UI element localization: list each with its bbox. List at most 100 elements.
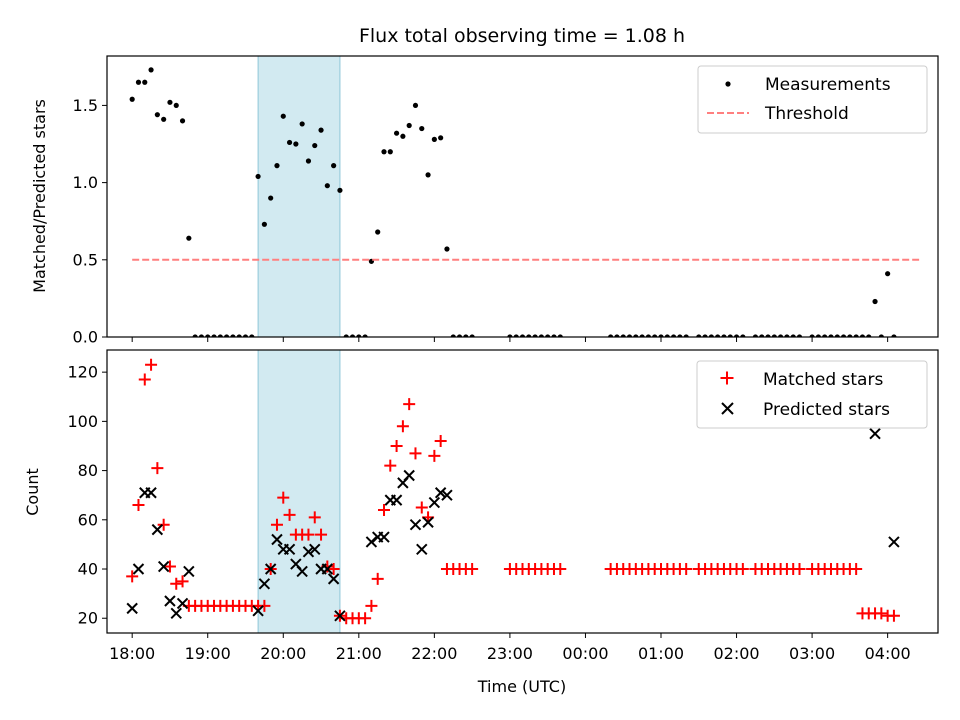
measurement-point [381, 149, 387, 155]
matched-stars-point [176, 575, 189, 588]
top-legend: Measurements Threshold [697, 65, 928, 134]
measurement-point [456, 334, 463, 337]
measurement-point [752, 334, 759, 337]
measurement-point [280, 113, 286, 119]
matched-stars-point [359, 612, 372, 625]
predicted-stars-point [264, 563, 277, 575]
predicted-stars-point [126, 602, 138, 615]
measurement-point [438, 135, 444, 141]
measurement-point [526, 334, 532, 337]
matched-stars-point [365, 599, 378, 612]
bottom-panel: 20 40 60 80 100 120 18:00 19:00 20:00 21:00 22:00… [23, 349, 939, 696]
matched-stars-point [157, 518, 170, 531]
measurement-point [299, 121, 305, 127]
matched-stars-point [258, 599, 271, 612]
measurement-point [186, 235, 192, 241]
predicted-stars-point [869, 427, 881, 440]
bottom-highlight-span [257, 350, 341, 633]
x-tick-label: 23:00 [487, 644, 533, 663]
predicted-stars-point [151, 523, 164, 536]
measurement-point [255, 173, 261, 180]
measurement-point [670, 334, 677, 337]
bottom-x-axis-ticks: 18:00 19:00 20:00 21:00 22:00 23:00 00:00 01:00… [109, 633, 911, 663]
measurement-point [469, 334, 475, 337]
measurement-point [148, 67, 154, 73]
predicted-stars-point [164, 595, 176, 607]
x-tick-label: 04:00 [865, 644, 911, 663]
measurement-point [765, 334, 771, 337]
predicted-stars-point [309, 543, 321, 556]
predicted-stars-point [888, 536, 900, 548]
bottom-y-tick-label: 60 [78, 510, 98, 529]
measurement-point [790, 334, 796, 337]
predicted-stars-point [334, 610, 346, 622]
measurement-point [796, 334, 803, 337]
matched-stars-point [736, 563, 749, 576]
measurement-point [733, 334, 740, 337]
measurement-point [400, 133, 406, 139]
bottom-y-tick-label: 40 [78, 560, 98, 579]
measurement-point [683, 334, 689, 337]
predicted-stars-point [321, 563, 334, 575]
measurement-point [727, 334, 733, 337]
measurement-point [513, 334, 519, 337]
measurement-point [312, 142, 318, 149]
legend-matched-marker [720, 371, 734, 385]
measurement-point [331, 163, 337, 169]
x-tick-label: 03:00 [789, 644, 835, 663]
measurement-point [626, 334, 633, 337]
measurement-point [664, 334, 670, 337]
matched-stars-point [434, 435, 447, 448]
measurement-point [872, 298, 878, 305]
measurement-point [532, 334, 538, 337]
measurement-point [179, 118, 186, 124]
predicted-stars-point [252, 605, 264, 617]
bottom-y-tick-label: 80 [78, 461, 98, 480]
chart-title: Flux total observing time = 1.08 h [359, 25, 685, 47]
measurement-point [740, 334, 746, 337]
measurement-point [242, 334, 249, 337]
matched-stars-point [409, 447, 422, 460]
predicted-stars-point [390, 494, 403, 506]
matched-stars-point [403, 398, 416, 411]
matched-stars-point [466, 563, 479, 576]
measurement-point [639, 334, 645, 337]
matched-stars-point [384, 459, 397, 472]
measurement-point [236, 334, 242, 337]
matched-stars-point [887, 609, 900, 622]
measurement-point [645, 334, 652, 337]
x-tick-label: 01:00 [638, 644, 684, 663]
measurement-point [135, 79, 142, 85]
predicted-stars-point [145, 487, 157, 499]
matched-stars-point [132, 499, 145, 512]
x-tick-label: 20:00 [260, 644, 306, 663]
top-y-axis-ticks: 0.0 0.5 1.0 1.5 [73, 96, 107, 347]
measurement-point [519, 334, 526, 337]
bottom-y-tick-label: 100 [67, 412, 98, 431]
bottom-y-axis-label: Count [23, 468, 42, 516]
measurement-point [387, 149, 393, 155]
predicted-stars-point [434, 487, 447, 499]
predicted-stars-point [283, 543, 296, 556]
bottom-y-tick-label: 120 [67, 363, 98, 382]
measurement-point [721, 334, 727, 337]
matched-stars-point [680, 563, 693, 576]
matched-stars-point [126, 570, 139, 583]
measurement-point [847, 334, 853, 337]
measurement-point [274, 163, 280, 169]
matched-stars-point [145, 358, 158, 371]
measurement-point [173, 102, 179, 109]
measurement-point [677, 334, 683, 337]
matched-stars-point [163, 560, 176, 573]
measurement-point [878, 334, 884, 337]
top-x-axis-ticks [131, 337, 889, 342]
measurement-point [866, 334, 872, 337]
measurement-point [205, 334, 211, 337]
measurement-point [305, 158, 312, 164]
matched-stars-point [415, 501, 428, 514]
matched-stars-point [850, 563, 863, 576]
measurement-point [771, 334, 777, 337]
measurement-point [853, 334, 859, 337]
predicted-stars-point [409, 519, 422, 531]
matched-stars-point [371, 572, 384, 585]
